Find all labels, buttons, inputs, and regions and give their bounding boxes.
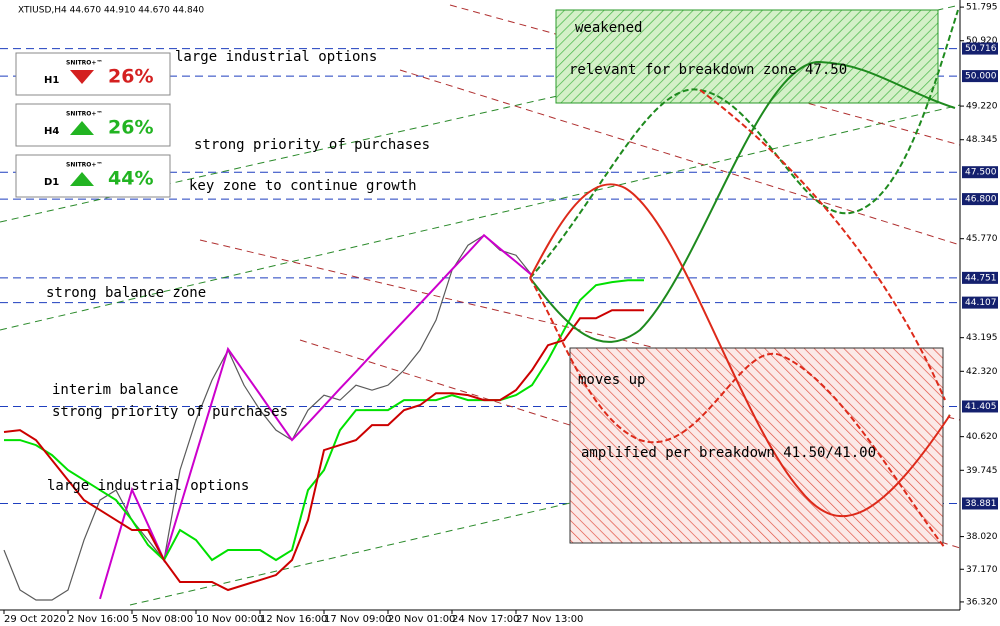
- level-label: 50.000: [965, 72, 997, 82]
- series-line: [4, 279, 644, 562]
- forecast-path: [529, 183, 951, 517]
- x-tick-label: 17 Nov 09:00: [324, 614, 391, 625]
- annotation: moves up: [578, 372, 645, 388]
- level-label: 38.881: [965, 499, 997, 509]
- annotation: weakened: [575, 20, 642, 36]
- annotation: large industrial options: [47, 478, 249, 494]
- panel-box: [15, 154, 171, 198]
- panel-timeframe: H1: [44, 75, 59, 86]
- panel-brand: SNITRO+™: [66, 111, 102, 118]
- x-tick-label: 27 Nov 13:00: [516, 614, 583, 625]
- x-tick-label: 20 Nov 01:00: [388, 614, 455, 625]
- annotation: amplified per breakdown 41.50/41.00: [581, 445, 876, 461]
- level-label: 41.405: [965, 402, 997, 412]
- annotations: large industrial options strong priority…: [46, 20, 876, 494]
- y-tick-label: 50.920: [966, 36, 998, 46]
- panel-timeframe: D1: [44, 177, 59, 188]
- buy-zone: [555, 9, 939, 104]
- series-line: [3, 309, 644, 592]
- y-tick-label: 38.020: [966, 532, 998, 542]
- series-line: [99, 233, 533, 600]
- y-tick-label: 43.195: [966, 333, 998, 343]
- x-tick-label: 5 Nov 08:00: [132, 614, 193, 625]
- y-tick-label: 48.345: [966, 135, 998, 145]
- series-line: [3, 234, 533, 601]
- trend-line: [0, 104, 961, 331]
- level-tag: [962, 70, 998, 83]
- x-tick-label: 12 Nov 16:00: [260, 614, 327, 625]
- level-label: 44.751: [965, 273, 997, 283]
- level-tag: [962, 42, 998, 55]
- panel-value: 26%: [108, 66, 153, 88]
- annotation: strong priority of purchases: [52, 404, 288, 420]
- x-tick-label: 10 Nov 00:00: [196, 614, 263, 625]
- sell-zone: [569, 347, 944, 544]
- annotation: relevant for breakdown zone 47.50: [569, 62, 847, 78]
- level-label: 50.716: [965, 44, 997, 54]
- signal-panel: SNITRO+™ H1 26%: [15, 52, 171, 96]
- trend-line: [399, 69, 961, 246]
- panel-timeframe: H4: [44, 126, 59, 137]
- level-tag: [962, 400, 998, 413]
- x-tick-label: 29 Oct 2020: [4, 614, 66, 625]
- level-tag: [962, 271, 998, 284]
- y-tick-label: 40.620: [966, 432, 998, 442]
- signal-panel: SNITRO+™ H4 26%: [15, 103, 171, 147]
- panel-box: [15, 103, 171, 147]
- level-label: 46.800: [965, 195, 997, 205]
- panel-value: 44%: [108, 168, 153, 190]
- level-tag: [962, 193, 998, 206]
- chart-title: XTIUSD,H4 44.670 44.910 44.670 44.840: [18, 6, 204, 16]
- annotation: strong balance zone: [46, 285, 206, 301]
- x-tick-label: 2 Nov 16:00: [68, 614, 129, 625]
- level-tag: [962, 296, 998, 309]
- forecast-path: [699, 89, 946, 401]
- panel-brand: SNITRO+™: [66, 60, 102, 67]
- signal-panel: SNITRO+™ D1 44%: [15, 154, 171, 198]
- annotation: large industrial options: [175, 49, 377, 65]
- level-label: 44.107: [965, 298, 997, 308]
- y-tick-label: 36.320: [966, 597, 998, 607]
- forecast-path: [529, 277, 946, 549]
- y-tick-label: 42.320: [966, 367, 998, 377]
- annotation: interim balance: [52, 382, 178, 398]
- forecast: [529, 9, 959, 549]
- y-tick-label: 45.770: [966, 234, 998, 244]
- forecast-path: [529, 60, 956, 343]
- panel-arrow: [70, 172, 94, 186]
- annotation: key zone to continue growth: [189, 178, 417, 194]
- y-tick-label: 37.170: [966, 565, 998, 575]
- y-tick-label: 51.795: [966, 3, 998, 13]
- level-label: 47.500: [965, 168, 997, 178]
- panel-arrow: [70, 121, 94, 135]
- panel-box: [15, 52, 171, 96]
- level-tag: [962, 166, 998, 179]
- level-tag: [962, 497, 998, 510]
- panel-value: 26%: [108, 117, 153, 139]
- panel-brand: SNITRO+™: [66, 162, 102, 169]
- y-tick-label: 49.220: [966, 102, 998, 112]
- panel-arrow: [70, 70, 94, 84]
- annotation: strong priority of purchases: [194, 137, 430, 153]
- y-tick-label: 39.745: [966, 466, 998, 476]
- x-tick-label: 24 Nov 17:00: [452, 614, 519, 625]
